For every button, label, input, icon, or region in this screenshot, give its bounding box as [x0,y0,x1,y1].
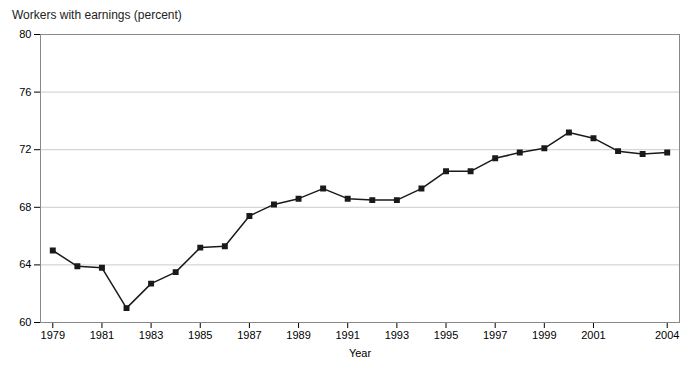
svg-text:1997: 1997 [483,329,507,341]
svg-text:1981: 1981 [90,329,114,341]
svg-text:76: 76 [19,86,31,98]
svg-text:Year: Year [349,347,372,359]
svg-text:1983: 1983 [139,329,163,341]
svg-text:80: 80 [19,28,31,40]
svg-text:1991: 1991 [335,329,359,341]
html-text:Workers with earnings (percent: Workers with earnings (percent) [12,8,182,22]
svg-text:2001: 2001 [581,329,605,341]
svg-text:64: 64 [19,258,31,270]
svg-text:1987: 1987 [237,329,261,341]
svg-text:68: 68 [19,201,31,213]
svg-text:2004: 2004 [655,329,679,341]
svg-text:1979: 1979 [41,329,65,341]
svg-text:1999: 1999 [532,329,556,341]
svg-text:1993: 1993 [385,329,409,341]
svg-text:60: 60 [19,316,31,328]
svg-text:1989: 1989 [286,329,310,341]
svg-text:72: 72 [19,143,31,155]
svg-text:1995: 1995 [434,329,458,341]
svg-text:1985: 1985 [188,329,212,341]
